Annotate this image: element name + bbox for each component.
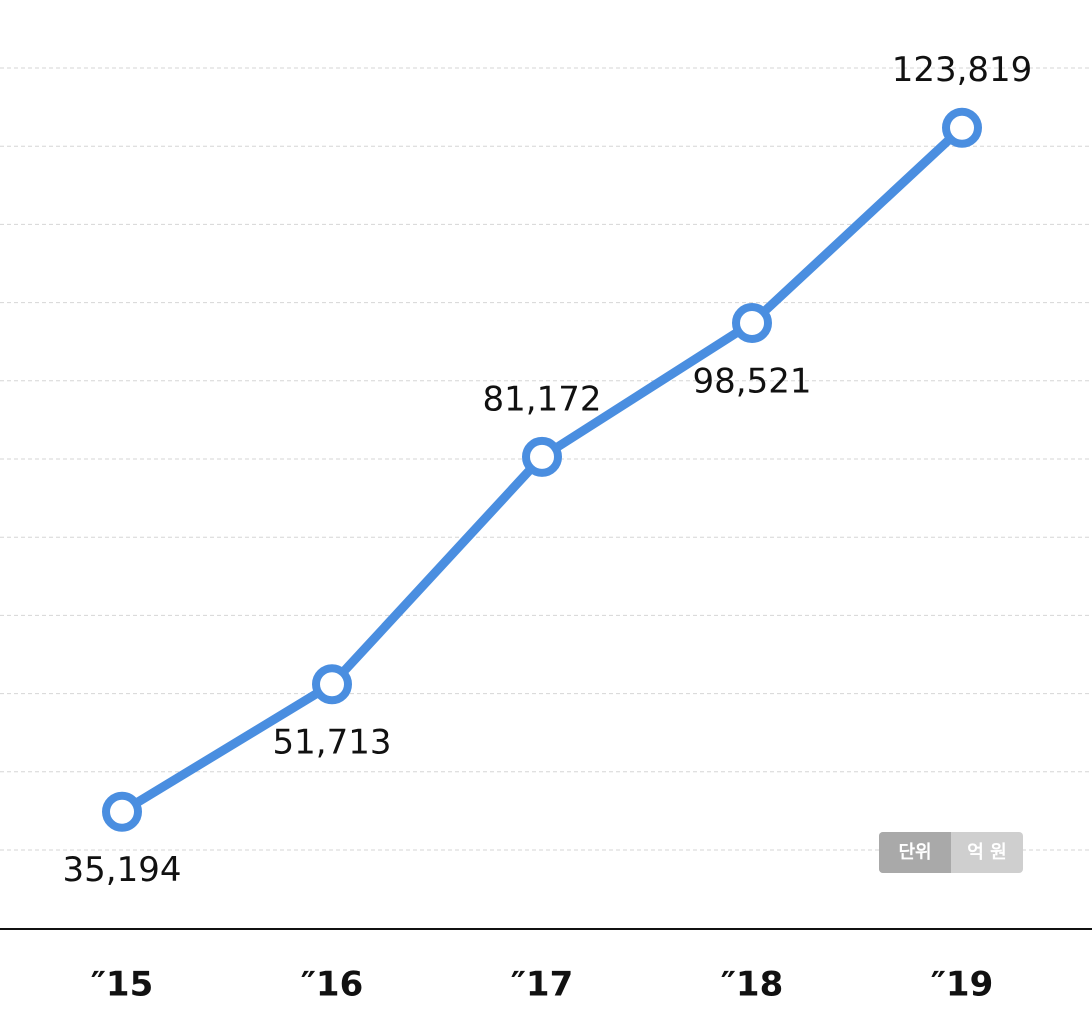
data-label: 123,819 [892,50,1033,90]
x-tick-label: ″15 [91,965,154,1005]
data-label: 98,521 [693,361,812,401]
point [312,664,352,705]
x-tick-label: ″17 [511,965,574,1005]
point [942,107,982,148]
point [102,791,142,832]
unit-badge: 단위 억 원 [879,832,1023,873]
data-label: 81,172 [483,379,602,419]
point [732,302,772,343]
data-label: 51,713 [273,723,392,763]
x-tick-label: ″16 [301,965,364,1005]
badge-label: 단위 [898,842,931,863]
data-label: 35,194 [63,850,182,890]
badge-unit: 억 원 [967,842,1006,863]
point [522,436,562,477]
badge-left [879,832,951,873]
x-tick-label: ″19 [931,965,994,1005]
x-tick-label: ″18 [721,965,784,1005]
